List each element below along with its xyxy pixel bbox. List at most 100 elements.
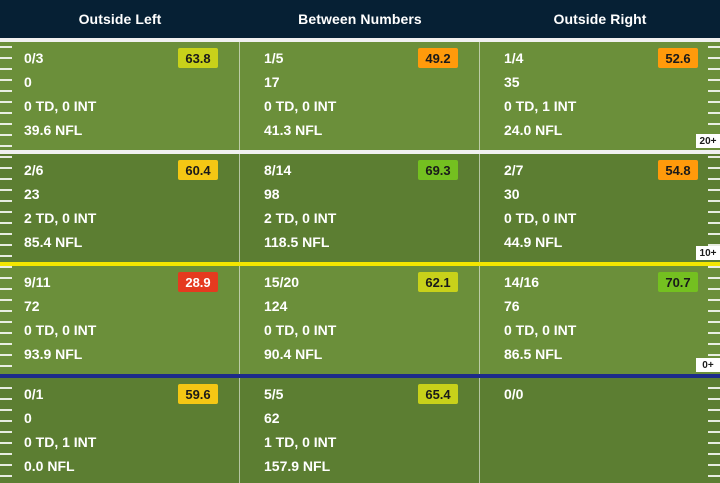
hash-mark [0,288,12,290]
hash-mark [0,101,12,103]
zone-cell[interactable]: 0/3 0 0 TD, 0 INT 39.6 NFL [0,46,240,142]
hash-mark [0,354,12,356]
grade-badge: 49.2 [418,48,458,68]
top-boundary-line [0,38,720,42]
hash-mark [708,387,720,389]
hash-mark [0,321,12,323]
zone-cell[interactable]: 14/16 76 0 TD, 0 INT 86.5 NFL [480,270,720,366]
hash-mark [0,277,12,279]
hash-mark [708,453,720,455]
hash-mark [0,178,12,180]
yard-marker: 20+ [696,134,720,148]
hash-mark [708,156,720,158]
hash-mark [708,211,720,213]
completions-text: 5/5 [264,386,284,402]
hash-mark [708,101,720,103]
hash-mark [708,321,720,323]
column-header-outside-left: Outside Left [78,11,162,27]
completions-text: 2/6 [24,162,44,178]
completions-text: 14/16 [504,274,540,290]
hash-mark [708,442,720,444]
hash-mark [708,464,720,466]
zone-cell[interactable]: 8/14 98 2 TD, 0 INT 118.5 NFL [240,158,480,254]
zone-cell[interactable]: 0/0 [480,382,720,478]
zone-cell[interactable]: 1/5 17 0 TD, 0 INT 41.3 NFL [240,46,480,142]
passer-rating-text: 24.0 NFL [504,122,563,138]
hash-mark [0,310,12,312]
td-int-text: 0 TD, 0 INT [264,98,337,114]
yard-line-divider [0,150,720,154]
zone-cell[interactable]: 1/4 35 0 TD, 1 INT 24.0 NFL [480,46,720,142]
hash-mark [708,398,720,400]
zone-cell[interactable]: 2/7 30 0 TD, 0 INT 44.9 NFL [480,158,720,254]
td-int-text: 1 TD, 0 INT [264,434,337,450]
hash-mark [0,343,12,345]
hash-mark [0,244,12,246]
td-int-text: 0 TD, 0 INT [504,322,577,338]
column-header-outside-right: Outside Right [553,11,647,27]
yards-text: 124 [264,298,288,314]
hash-mark [0,475,12,477]
td-int-text: 2 TD, 0 INT [264,210,337,226]
hash-mark [708,244,720,246]
zone-header: Outside Left Between Numbers Outside Rig… [0,0,720,38]
yards-text: 72 [24,298,40,314]
hash-mark [0,211,12,213]
field-band [0,378,720,483]
grade-badge: 69.3 [418,160,458,180]
passer-rating-text: 0.0 NFL [24,458,75,474]
hash-mark [0,79,12,81]
hash-mark [0,156,12,158]
completions-text: 0/1 [24,386,44,402]
hash-mark [708,475,720,477]
completions-text: 9/11 [24,274,51,290]
hash-mark [0,134,12,136]
zone-cell[interactable]: 2/6 23 2 TD, 0 INT 85.4 NFL [0,158,240,254]
hash-mark [708,222,720,224]
hash-mark [0,365,12,367]
hash-mark [708,310,720,312]
hash-mark [0,90,12,92]
hash-mark [708,266,720,268]
hash-mark [708,277,720,279]
yard-marker: 0+ [696,358,720,372]
zone-cell[interactable]: 0/1 0 0 TD, 1 INT 0.0 NFL [0,382,240,478]
hash-mark [708,288,720,290]
yards-text [504,406,720,430]
zone-cell[interactable]: 15/20 124 0 TD, 0 INT 90.4 NFL [240,270,480,366]
completions-text: 1/5 [264,50,284,66]
completions-text: 8/14 [264,162,292,178]
td-int-text: 0 TD, 0 INT [504,210,577,226]
grade-badge: 63.8 [178,48,218,68]
hash-mark [0,46,12,48]
yards-text: 17 [264,74,280,90]
passer-rating-text: 118.5 NFL [264,234,330,250]
td-int-text: 0 TD, 1 INT [504,98,577,114]
hash-mark [708,46,720,48]
grade-badge: 62.1 [418,272,458,292]
passer-rating-text: 39.6 NFL [24,122,83,138]
hash-mark [0,112,12,114]
passer-rating-text: 85.4 NFL [24,234,83,250]
grade-badge: 54.8 [658,160,698,180]
td-int-text: 2 TD, 0 INT [24,210,97,226]
hash-mark [708,57,720,59]
field-band [0,42,720,150]
hash-mark [0,189,12,191]
yards-text: 0 [24,410,32,426]
hash-mark [0,387,12,389]
grade-badge: 59.6 [178,384,218,404]
hash-mark [708,167,720,169]
hash-mark [708,189,720,191]
field-band [0,266,720,374]
yards-text: 62 [264,410,280,426]
zone-cell[interactable]: 9/11 72 0 TD, 0 INT 93.9 NFL [0,270,240,366]
yards-text: 0 [24,74,32,90]
zone-cell[interactable]: 5/5 62 1 TD, 0 INT 157.9 NFL [240,382,480,478]
hash-mark [0,222,12,224]
completions-text: 0/3 [24,50,44,66]
yards-text: 35 [504,74,520,90]
hash-mark [0,442,12,444]
column-header-between-numbers: Between Numbers [298,11,422,27]
passer-rating-text: 44.9 NFL [504,234,563,250]
